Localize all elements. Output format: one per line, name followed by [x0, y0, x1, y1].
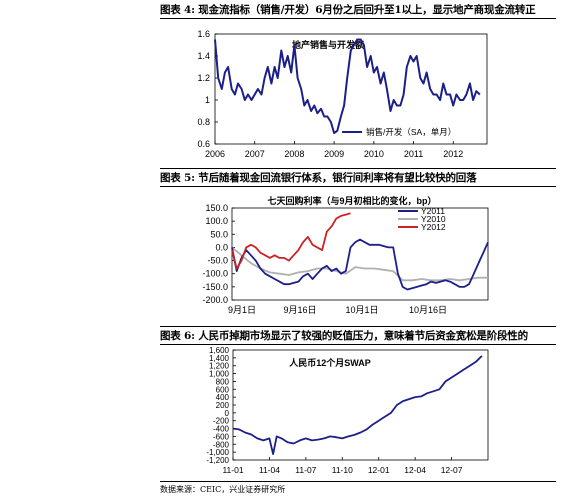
caption-rule [160, 344, 556, 345]
source-rule [160, 481, 556, 482]
plot-frame [231, 207, 489, 301]
series-line [231, 212, 351, 270]
series-line [232, 355, 483, 455]
x-tick-label: 2012 [443, 149, 463, 159]
y-tick-label: -800 [213, 440, 230, 449]
y-tick-label: 200 [216, 401, 230, 410]
chart-title: 人民币12个月SWAP [288, 357, 371, 368]
plot-frame [214, 33, 488, 145]
y-tick-label: 150.0 [205, 203, 228, 213]
x-tick-label: 9月1日 [228, 305, 256, 315]
y-tick-label: 1.6 [197, 29, 210, 39]
y-tick-label: 0.0 [215, 242, 228, 252]
chart-title: 地产销售与开发额 [292, 39, 364, 50]
caption-rule [160, 186, 556, 187]
x-tick-label: 11-01 [222, 465, 243, 475]
y-tick-label: 0.6 [197, 139, 210, 149]
y-tick-label: -150.0 [202, 282, 228, 292]
figure-caption: 图表 5: 节后随着现金回流银行体系，银行间利率将有望比较快的回落 [160, 172, 477, 184]
y-tick-label: -400 [213, 425, 230, 434]
x-tick-label: 12-07 [441, 465, 463, 475]
y-tick-label: -1,200 [206, 456, 229, 465]
legend-label: Y2011 [421, 206, 445, 216]
x-tick-label: 11-10 [332, 465, 353, 475]
y-tick-label: -200.0 [202, 295, 228, 305]
legend-label: Y2010 [421, 214, 446, 224]
x-tick-label: 2006 [205, 149, 225, 159]
source-note: 数据来源：CEIC，兴业证券研究所 [160, 485, 286, 494]
legend-label: Y2012 [421, 222, 446, 232]
y-tick-label: 1,400 [209, 354, 230, 363]
x-tick-label: 11-04 [259, 465, 280, 475]
y-tick-label: 1.4 [197, 51, 210, 61]
y-tick-label: 800 [216, 377, 230, 386]
x-tick-label: 10月16日 [409, 305, 447, 315]
y-tick-label: -100.0 [202, 269, 228, 279]
chart-cny-swap: 1,6001,4001,2001,0008006004002000-200-40… [206, 346, 489, 475]
y-tick-label: 1,200 [209, 362, 230, 371]
x-tick-label: 9月16日 [283, 305, 316, 315]
y-tick-label: 50.0 [210, 229, 228, 239]
caption-rule [160, 326, 556, 327]
x-tick-label: 2010 [364, 149, 384, 159]
y-tick-label: 400 [216, 393, 230, 402]
x-tick-label: 2008 [284, 149, 304, 159]
y-tick-label: 0 [225, 409, 230, 418]
y-tick-label: 1,600 [209, 346, 230, 355]
x-tick-label: 11-07 [295, 465, 316, 475]
y-tick-label: 0.8 [197, 117, 210, 127]
x-tick-label: 10月1日 [345, 305, 378, 315]
y-tick-label: -600 [213, 432, 230, 441]
series-line [214, 38, 481, 134]
y-tick-label: 600 [216, 385, 230, 394]
y-tick-label: 1,000 [209, 370, 230, 379]
figure-caption: 图表 6: 人民币掉期市场显示了较强的贬值压力，意味着节后资金宽松是阶段性的 [160, 330, 528, 342]
x-tick-label: 2009 [324, 149, 344, 159]
y-tick-label: -50.0 [207, 256, 228, 266]
x-tick-label: 2007 [245, 149, 265, 159]
y-tick-label: 100.0 [205, 216, 228, 226]
x-tick-label: 12-04 [404, 465, 426, 475]
y-tick-label: -200 [213, 417, 230, 426]
series-line [231, 246, 488, 282]
x-tick-label: 12-01 [368, 465, 390, 475]
chart-title: 七天回购利率（与9月初相比的变化，bp） [267, 195, 436, 206]
figure-caption: 图表 4: 现金流指标（销售/开发）6月份之后回升至1以上，显示地产商现金流转正 [160, 4, 536, 16]
caption-rule [160, 18, 556, 19]
y-tick-label: 1.2 [197, 73, 210, 83]
chart-repo-rate: 150.0 100.0 50.0 0.0 -50.0 -100.0 -150.0 -200.0… [202, 195, 489, 315]
x-tick-label: 2011 [404, 149, 423, 159]
y-tick-label: -1,000 [206, 448, 229, 457]
legend-label: 销售/开发（SA，单月） [366, 127, 456, 137]
caption-rule [160, 168, 556, 169]
y-tick-label: 1 [205, 95, 210, 105]
series-line [231, 238, 489, 291]
